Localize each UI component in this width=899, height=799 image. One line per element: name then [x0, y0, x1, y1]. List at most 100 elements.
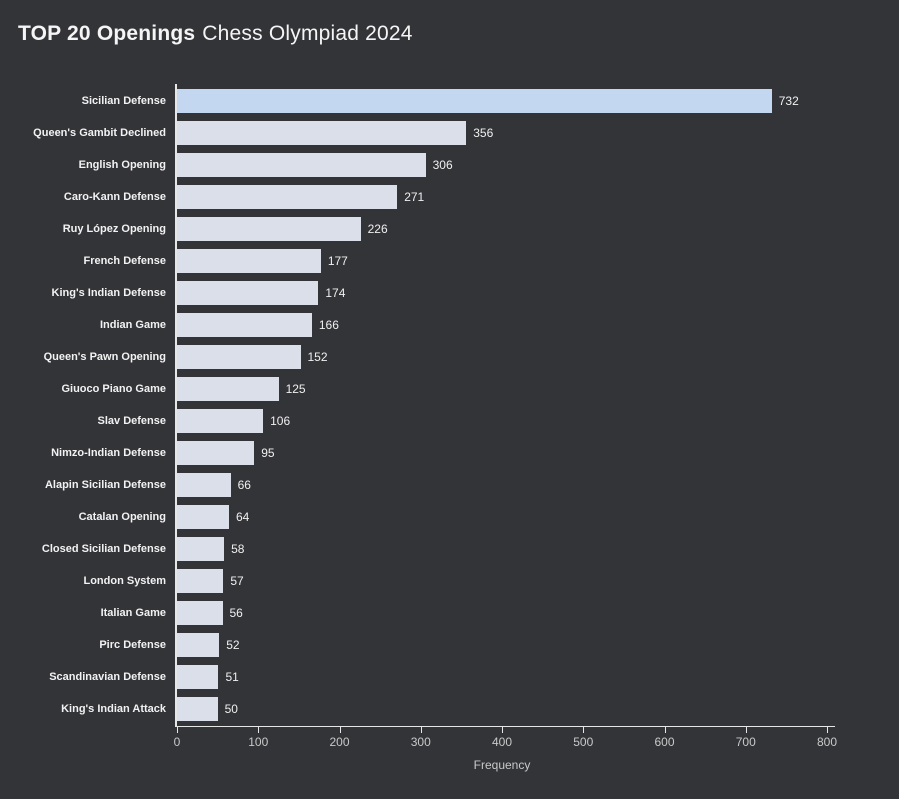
bar-row: Italian Game 56 — [0, 597, 899, 629]
page-title: TOP 20 Openings Chess Olympiad 2024 — [18, 22, 413, 46]
value-label: 356 — [473, 126, 494, 140]
bar[interactable] — [177, 601, 223, 625]
bar-row: Sicilian Defense 732 — [0, 85, 899, 117]
category-label: Italian Game — [100, 607, 166, 619]
value-label: 125 — [285, 382, 306, 396]
category-label: Giuoco Piano Game — [61, 383, 166, 395]
category-label: Slav Defense — [97, 415, 166, 427]
bar[interactable] — [177, 633, 220, 657]
bar[interactable] — [177, 89, 772, 113]
x-tick-label: 200 — [329, 735, 350, 749]
category-label: Indian Game — [99, 319, 166, 331]
x-tick — [258, 727, 260, 733]
bar[interactable] — [177, 441, 255, 465]
x-tick — [583, 727, 585, 733]
category-label: Pirc Defense — [99, 639, 166, 651]
bar-row: Closed Sicilian Defense 58 — [0, 533, 899, 565]
bar[interactable] — [177, 377, 279, 401]
bar[interactable] — [177, 569, 224, 593]
bar[interactable] — [177, 121, 467, 145]
x-tick-label: 700 — [735, 735, 756, 749]
category-label: King's Indian Defense — [51, 287, 166, 299]
category-label: English Opening — [78, 159, 166, 171]
x-tick-label: 600 — [654, 735, 675, 749]
bar-row: Pirc Defense 52 — [0, 629, 899, 661]
bar-row: King's Indian Defense 174 — [0, 277, 899, 309]
x-tick — [177, 727, 178, 733]
value-label: 174 — [325, 286, 346, 300]
value-label: 306 — [432, 158, 453, 172]
bar[interactable] — [177, 505, 229, 529]
bar[interactable] — [177, 217, 361, 241]
value-label: 50 — [224, 702, 238, 716]
value-label: 166 — [318, 318, 339, 332]
bar-row: Queen's Gambit Declined 356 — [0, 117, 899, 149]
bar[interactable] — [177, 665, 219, 689]
x-axis-line — [175, 726, 835, 727]
value-label: 95 — [261, 446, 275, 460]
bar-row: Scandinavian Defense 51 — [0, 661, 899, 693]
bar-row: Caro-Kann Defense 271 — [0, 181, 899, 213]
value-label: 177 — [327, 254, 348, 268]
category-label: Nimzo-Indian Defense — [51, 447, 166, 459]
x-tick-label: 400 — [491, 735, 513, 749]
category-label: Catalan Opening — [78, 511, 166, 523]
x-tick — [502, 727, 503, 733]
value-label: 226 — [367, 222, 388, 236]
value-label: 51 — [225, 670, 239, 684]
category-label: French Defense — [83, 255, 166, 267]
value-label: 52 — [226, 638, 240, 652]
x-tick-label: 0 — [173, 735, 181, 749]
bar-row: Ruy López Opening 226 — [0, 213, 899, 245]
value-label: 58 — [231, 542, 245, 556]
value-label: 152 — [307, 350, 328, 364]
bar[interactable] — [177, 345, 301, 369]
x-tick-label: 500 — [573, 735, 594, 749]
bar[interactable] — [177, 473, 231, 497]
value-label: 56 — [229, 606, 243, 620]
category-label: Alapin Sicilian Defense — [44, 479, 166, 491]
bar[interactable] — [177, 409, 264, 433]
bar[interactable] — [177, 697, 218, 721]
bar-row: Queen's Pawn Opening 152 — [0, 341, 899, 373]
category-label: Scandinavian Defense — [49, 671, 166, 683]
y-axis-line — [175, 84, 177, 727]
value-label: 106 — [270, 414, 291, 428]
x-tick — [664, 727, 666, 733]
category-label: King's Indian Attack — [61, 703, 166, 715]
x-tick — [827, 727, 828, 733]
bar-row: London System 57 — [0, 565, 899, 597]
x-tick — [339, 727, 341, 733]
category-label: Closed Sicilian Defense — [41, 543, 166, 555]
bar-row: Slav Defense 106 — [0, 405, 899, 437]
bar[interactable] — [177, 153, 426, 177]
x-tick-label: 100 — [248, 735, 269, 749]
x-tick — [420, 727, 422, 733]
category-label: Queen's Gambit Declined — [33, 127, 166, 139]
bar[interactable] — [177, 281, 319, 305]
bar[interactable] — [177, 313, 312, 337]
bar[interactable] — [177, 537, 225, 561]
x-tick-label: 800 — [816, 735, 838, 749]
x-tick-label: 300 — [410, 735, 431, 749]
value-label: 57 — [230, 574, 244, 588]
value-label: 66 — [237, 478, 251, 492]
bar-row: English Opening 306 — [0, 149, 899, 181]
value-label: 732 — [778, 94, 799, 108]
category-label: Queen's Pawn Opening — [43, 351, 166, 363]
x-tick — [745, 727, 747, 733]
bar-row: Alapin Sicilian Defense 66 — [0, 469, 899, 501]
title-regular: Chess Olympiad 2024 — [202, 22, 413, 45]
bar-row: Nimzo-Indian Defense 95 — [0, 437, 899, 469]
title-bold: TOP 20 Openings — [18, 22, 196, 45]
bar-row: Giuoco Piano Game 125 — [0, 373, 899, 405]
category-label: Ruy López Opening — [62, 223, 166, 235]
category-label: Sicilian Defense — [81, 95, 166, 107]
value-label: 64 — [236, 510, 250, 524]
bar-row: French Defense 177 — [0, 245, 899, 277]
bar[interactable] — [177, 185, 398, 209]
category-label: London System — [83, 575, 166, 587]
bar-row: King's Indian Attack 50 — [0, 693, 899, 725]
bar[interactable] — [177, 249, 321, 273]
